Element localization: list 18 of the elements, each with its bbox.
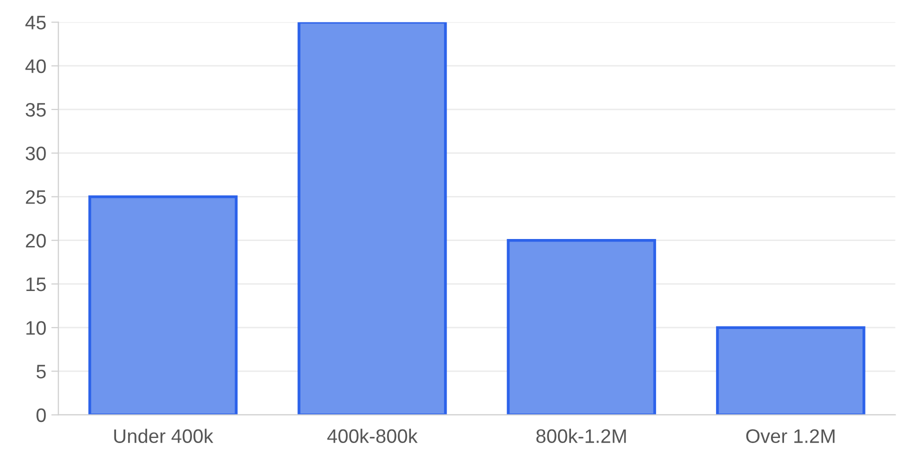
x-tick-label: 400k-800k [327,428,418,444]
y-tick-label: 15 [26,278,46,292]
x-tick-label: 800k-1.2M [536,428,626,444]
y-tick-label: 45 [25,16,46,30]
bar [716,326,866,415]
x-tick-label: Under 400k [114,428,214,444]
bar [88,195,238,415]
y-tick-label: 40 [25,59,46,74]
x-tick-label: Over 1.2M [746,429,834,444]
y-tick-label: 5 [36,364,46,378]
y-tick-label: 10 [26,321,46,335]
y-tick-label: 0 [36,408,46,422]
y-tick-label: 20 [26,234,46,248]
bar [506,238,656,415]
y-tick-label: 30 [26,146,46,160]
y-tick-label: 25 [26,190,46,204]
bar [298,22,447,415]
y-tick-label: 35 [26,102,46,117]
